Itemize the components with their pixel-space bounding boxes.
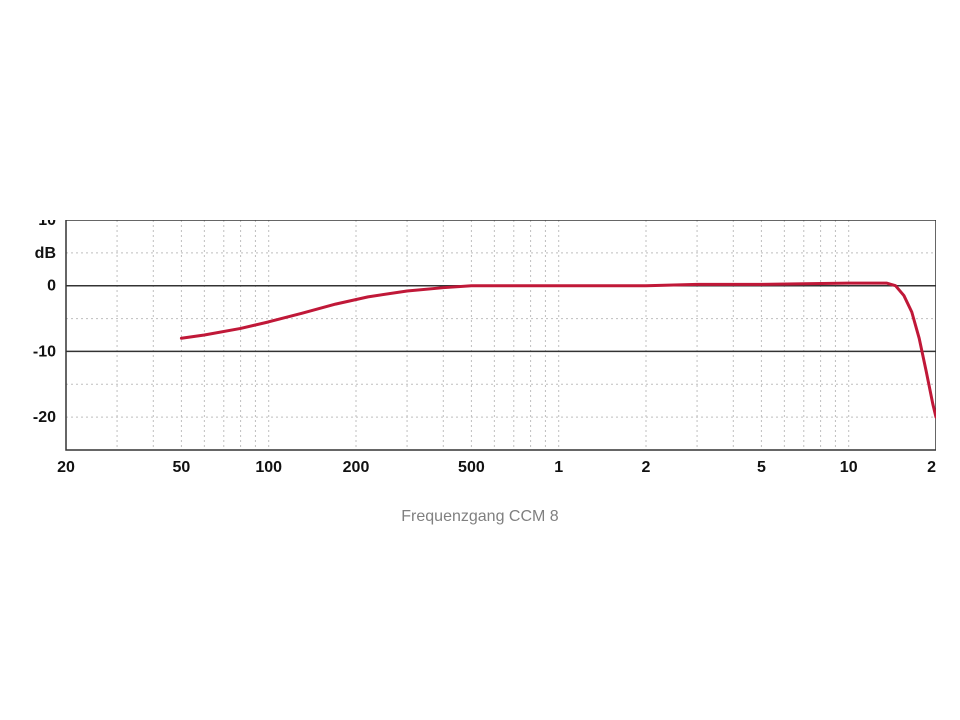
x-tick-label: 200 xyxy=(343,459,370,476)
y-tick-label: 0 xyxy=(47,278,56,295)
x-tick-label: 100 xyxy=(255,459,282,476)
x-tick-label: 2 xyxy=(642,459,651,476)
y-axis-unit-label: dB xyxy=(35,245,56,262)
x-tick-label: 50 xyxy=(173,459,191,476)
chart-svg: 20501002005001251020100-10-20dB xyxy=(24,220,936,480)
y-tick-label: 10 xyxy=(38,220,56,229)
x-tick-label: 5 xyxy=(757,459,766,476)
x-tick-label: 500 xyxy=(458,459,485,476)
frequency-response-chart: 20501002005001251020100-10-20dB Frequenz… xyxy=(24,220,936,526)
x-tick-label: 20 xyxy=(57,459,75,476)
x-tick-label: 20 xyxy=(927,459,936,476)
y-tick-label: -10 xyxy=(33,343,56,360)
y-tick-label: -20 xyxy=(33,409,56,426)
x-tick-label: 1 xyxy=(554,459,563,476)
x-tick-label: 10 xyxy=(840,459,858,476)
chart-caption: Frequenzgang CCM 8 xyxy=(24,508,936,526)
